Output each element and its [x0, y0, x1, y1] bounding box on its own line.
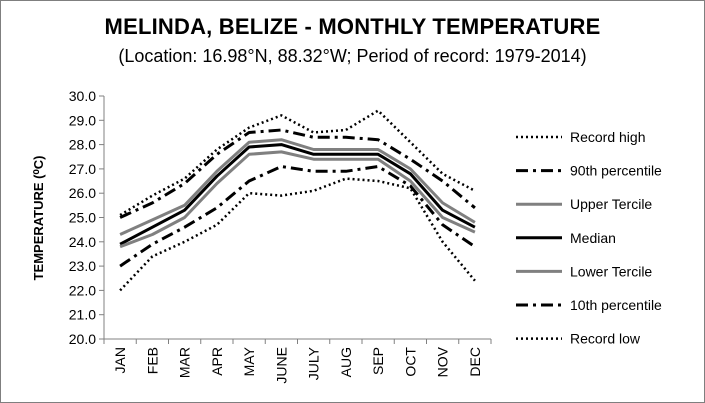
y-tick-label: 30.0	[69, 88, 96, 104]
y-tick-label: 21.0	[69, 307, 96, 323]
legend-entry: Median	[516, 230, 616, 246]
legend-entry: 90th percentile	[516, 163, 662, 179]
y-tick-label: 22.0	[69, 282, 96, 298]
series-10th-percentile	[119, 165, 476, 268]
x-category-label: DEC	[467, 347, 483, 377]
series-record-high	[119, 109, 476, 217]
chart-title: MELINDA, BELIZE - MONTHLY TEMPERATURE	[104, 14, 601, 39]
x-category-label: NOV	[435, 346, 451, 377]
y-tick-label: 24.0	[69, 234, 96, 250]
x-category-label: JUNE	[273, 347, 289, 384]
y-tick-label: 29.0	[69, 112, 96, 128]
legend-label: Record high	[570, 129, 646, 145]
x-category-label: MAY	[241, 346, 257, 376]
series-line	[119, 177, 476, 292]
series-upper-tercile	[119, 138, 476, 236]
x-category-label: OCT	[402, 347, 418, 377]
series-line	[119, 138, 476, 236]
axes: 20.0 21.0 22.0 23.0 24.0 25.0 26.0 27.0 28.0 29.0…	[69, 88, 492, 384]
series-median	[119, 143, 476, 246]
series-lower-tercile	[119, 150, 476, 249]
legend-label: 90th percentile	[570, 163, 662, 179]
x-category-label: SEP	[370, 347, 386, 375]
x-category-label: JAN	[112, 347, 128, 373]
y-tick-label: 25.0	[69, 210, 96, 226]
series-line	[119, 109, 476, 217]
x-category-label: AUG	[338, 347, 354, 377]
series-layer	[119, 109, 476, 292]
legend-label: 10th percentile	[570, 297, 662, 313]
legend-entry: Lower Tercile	[516, 263, 652, 279]
legend-entry: Record high	[516, 129, 646, 145]
y-tick-label: 27.0	[69, 161, 96, 177]
legend-entry: Record low	[516, 331, 641, 347]
legend-label: Lower Tercile	[570, 263, 652, 279]
x-category-label: FEB	[144, 347, 160, 374]
series-line	[119, 150, 476, 249]
legend-label: Record low	[570, 331, 641, 347]
x-category-label: JULY	[306, 346, 322, 380]
series-line	[119, 165, 476, 268]
series-line	[119, 143, 476, 246]
series-record-low	[119, 177, 476, 292]
legend-label: Upper Tercile	[570, 196, 652, 212]
x-category-label: APR	[209, 347, 225, 376]
series-90th-percentile	[119, 128, 476, 219]
x-category-label: MAR	[177, 347, 193, 378]
legend-label: Median	[570, 230, 616, 246]
y-axis-label: TEMPERATURE (⁰C)	[31, 156, 46, 281]
legend: Record high 90th percentile Upper Tercile M…	[516, 129, 662, 347]
chart-subtitle: (Location: 16.98°N, 88.32°W; Period of r…	[118, 46, 587, 66]
y-tick-label: 23.0	[69, 258, 96, 274]
legend-entry: Upper Tercile	[516, 196, 652, 212]
y-tick-label: 20.0	[69, 331, 96, 347]
y-tick-label: 28.0	[69, 137, 96, 153]
series-line	[119, 128, 476, 219]
y-tick-label: 26.0	[69, 185, 96, 201]
legend-entry: 10th percentile	[516, 297, 662, 313]
